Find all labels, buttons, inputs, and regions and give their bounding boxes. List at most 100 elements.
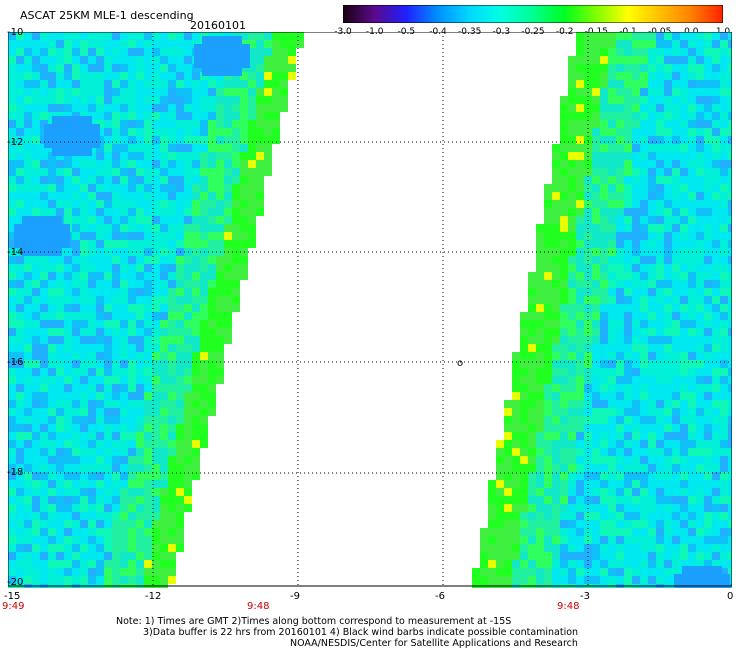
swath-cell: [38, 240, 46, 248]
swath-cell: [30, 232, 38, 240]
swath-cell: [656, 96, 664, 104]
swath-cell: [120, 96, 128, 104]
swath-cell: [40, 40, 48, 48]
swath-cell: [656, 416, 664, 424]
swath-cell: [64, 48, 72, 56]
swath-cell: [64, 360, 72, 368]
swath-cell: [616, 208, 624, 216]
swath-cell: [56, 536, 64, 544]
swath-cell: [40, 536, 48, 544]
swath-cell: [128, 576, 136, 584]
swath-cell: [576, 104, 584, 112]
swath-cell: [624, 296, 632, 304]
swath-cell: [40, 168, 48, 176]
swath-cell: [48, 264, 56, 272]
swath-cell: [72, 208, 80, 216]
swath-cell: [536, 472, 544, 480]
swath-cell: [64, 376, 72, 384]
swath-cell: [234, 60, 242, 68]
swath-cell: [152, 360, 160, 368]
swath-cell: [128, 480, 136, 488]
swath-cell: [160, 280, 168, 288]
swath-cell: [640, 360, 648, 368]
swath-cell: [160, 72, 168, 80]
swath-cell: [112, 48, 120, 56]
swath-cell: [688, 520, 696, 528]
swath-cell: [160, 56, 168, 64]
swath-cell: [488, 536, 496, 544]
swath-cell: [200, 312, 208, 320]
swath-cell: [528, 280, 536, 288]
swath-cell: [104, 464, 112, 472]
swath-cell: [680, 152, 688, 160]
swath-cell: [560, 240, 568, 248]
swath-cell: [616, 88, 624, 96]
swath-cell: [208, 80, 216, 88]
swath-cell: [576, 352, 584, 360]
swath-cell: [24, 560, 32, 568]
swath-cell: [128, 232, 136, 240]
swath-cell: [40, 432, 48, 440]
swath-cell: [648, 80, 656, 88]
swath-cell: [200, 232, 208, 240]
swath-cell: [720, 32, 728, 40]
swath-cell: [536, 400, 544, 408]
swath-cell: [616, 480, 624, 488]
swath-cell: [176, 200, 184, 208]
swath-cell: [38, 232, 46, 240]
swath-cell: [672, 288, 680, 296]
plot-frame: [8, 32, 732, 587]
swath-cell: [728, 168, 732, 176]
swath-cell: [80, 184, 88, 192]
swath-cell: [576, 56, 584, 64]
swath-cell: [672, 560, 680, 568]
swath-cell: [504, 456, 512, 464]
swath-cell: [8, 520, 16, 528]
swath-cell: [24, 256, 32, 264]
swath-cell: [552, 168, 560, 176]
swath-cell: [632, 568, 640, 576]
swath-cell: [232, 280, 240, 288]
swath-cell: [600, 152, 608, 160]
swath-cell: [112, 152, 120, 160]
swath-cell: [232, 96, 240, 104]
swath-cell: [112, 544, 120, 552]
swath-cell: [568, 416, 576, 424]
swath-cell: [648, 112, 656, 120]
swath-cell: [80, 336, 88, 344]
swath-cell: [664, 176, 672, 184]
swath-cell: [80, 480, 88, 488]
swath-cell: [72, 528, 80, 536]
swath-cell: [664, 440, 672, 448]
swath-cell: [200, 120, 208, 128]
swath-cell: [656, 48, 664, 56]
swath-cell: [544, 224, 552, 232]
swath-cell: [648, 264, 656, 272]
swath-cell: [648, 200, 656, 208]
swath-cell: [728, 456, 732, 464]
swath-cell: [640, 400, 648, 408]
swath-cell: [72, 216, 80, 224]
swath-cell: [52, 116, 60, 124]
swath-cell: [144, 432, 152, 440]
swath-cell: [168, 336, 176, 344]
swath-cell: [8, 112, 16, 120]
swath-cell: [706, 566, 714, 574]
swath-cell: [648, 160, 656, 168]
swath-cell: [640, 240, 648, 248]
swath-cell: [528, 336, 536, 344]
swath-cell: [232, 272, 240, 280]
swath-cell: [240, 96, 248, 104]
swath-cell: [728, 304, 732, 312]
swath-cell: [704, 384, 712, 392]
swath-cell: [144, 384, 152, 392]
swath-cell: [672, 408, 680, 416]
swath-cell: [240, 88, 248, 96]
swath-cell: [72, 352, 80, 360]
swath-cell: [208, 232, 216, 240]
swath-cell: [96, 376, 104, 384]
swath-cell: [32, 480, 40, 488]
swath-cell: [608, 96, 616, 104]
swath-cell: [104, 96, 112, 104]
swath-cell: [160, 344, 168, 352]
